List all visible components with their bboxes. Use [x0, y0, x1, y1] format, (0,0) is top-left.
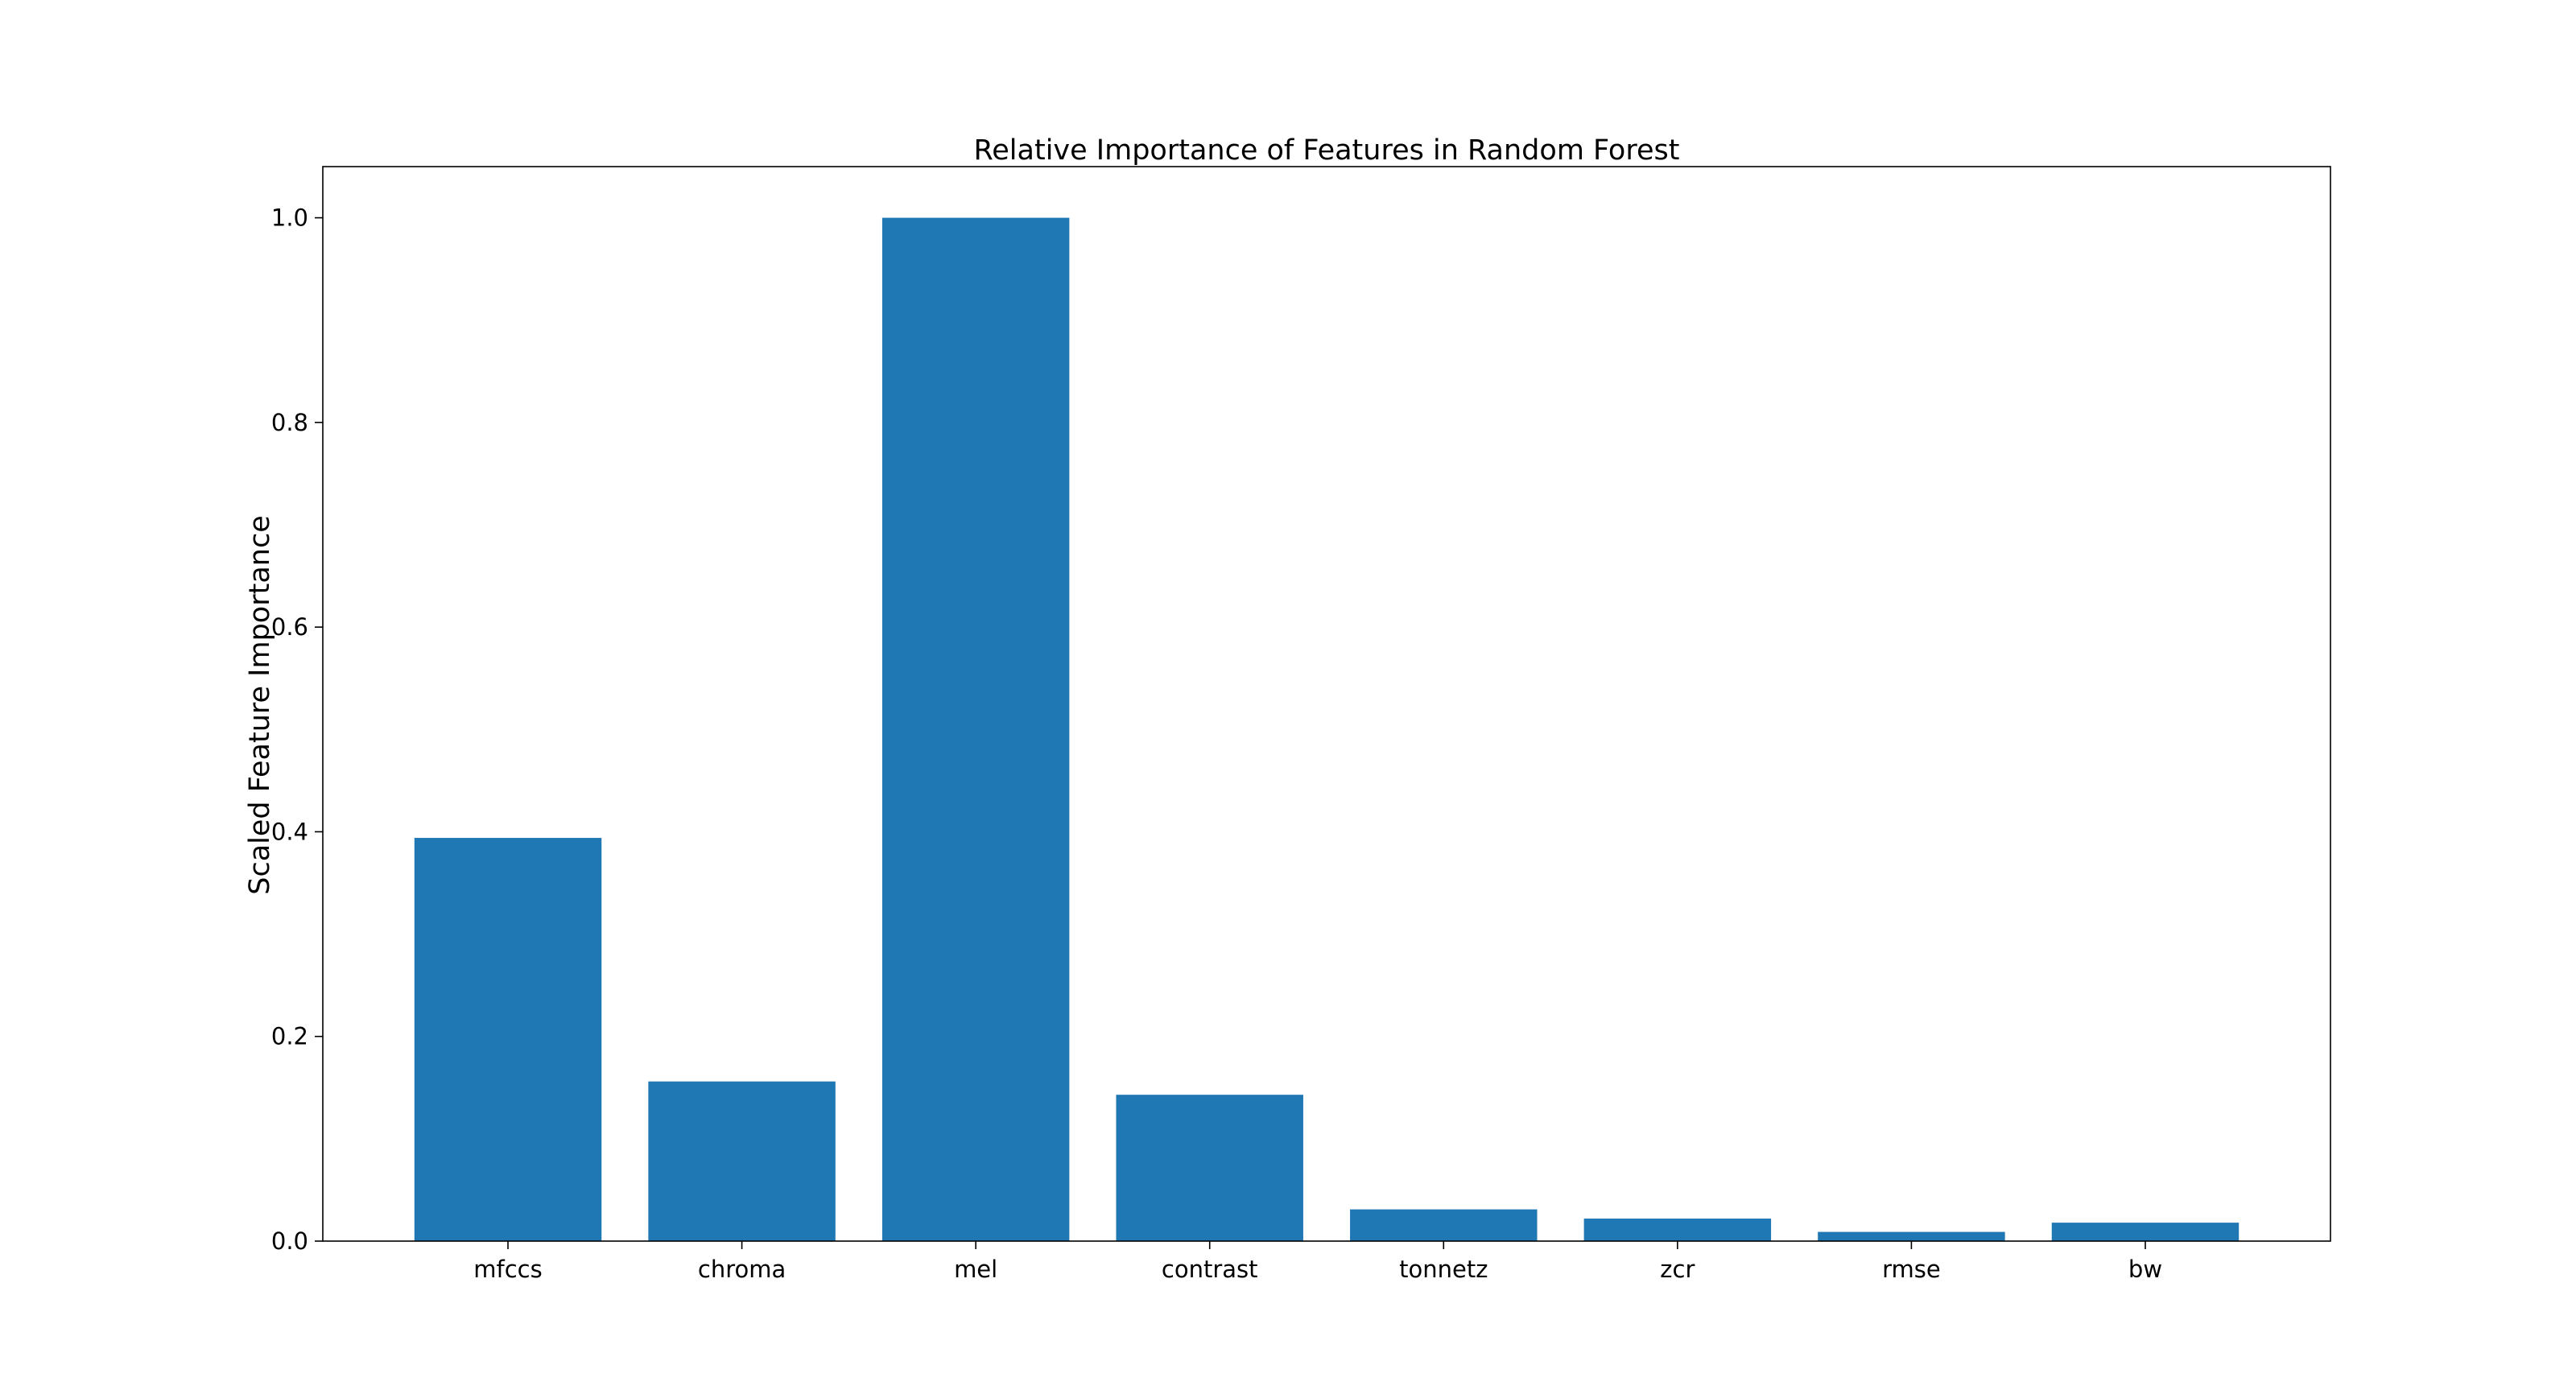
y-tick-label: 0.0 [271, 1227, 308, 1255]
bar-tonnetz [1350, 1209, 1538, 1241]
plot-frame [322, 166, 2331, 1242]
bar-rmse [1818, 1231, 2005, 1241]
x-tick-label: mfccs [473, 1256, 542, 1283]
x-tick-label: chroma [698, 1256, 786, 1283]
bar-zcr [1583, 1219, 1772, 1241]
x-tick-label: mel [954, 1256, 997, 1283]
x-axis-ticks: mfccs chroma mel contrast tonnetz zcr rmse bw [473, 1241, 2162, 1283]
bar-bw [2051, 1223, 2240, 1241]
y-tick-label: 0.4 [271, 818, 308, 845]
y-tick-label: 0.6 [271, 613, 308, 641]
y-tick-label: 0.2 [271, 1023, 308, 1050]
bar-mel [881, 217, 1070, 1242]
chart-title: Relative Importance of Features in Rando… [974, 134, 1680, 167]
bar-chroma [648, 1081, 836, 1241]
bar-mfccs [414, 838, 602, 1241]
bar-contrast [1116, 1095, 1303, 1241]
y-tick-label: 1.0 [271, 204, 308, 232]
x-tick-label: rmse [1882, 1256, 1941, 1283]
x-tick-label: zcr [1660, 1256, 1695, 1283]
x-tick-label: contrast [1162, 1256, 1258, 1283]
y-axis-label: Scaled Feature Importance [244, 515, 276, 894]
y-tick-label: 0.8 [271, 409, 308, 436]
y-axis-ticks: 0.0 0.2 0.4 0.6 0.8 1.0 [271, 204, 323, 1255]
bars-layer [414, 217, 2240, 1242]
x-tick-label: tonnetz [1399, 1256, 1488, 1283]
x-tick-label: bw [2128, 1256, 2162, 1283]
